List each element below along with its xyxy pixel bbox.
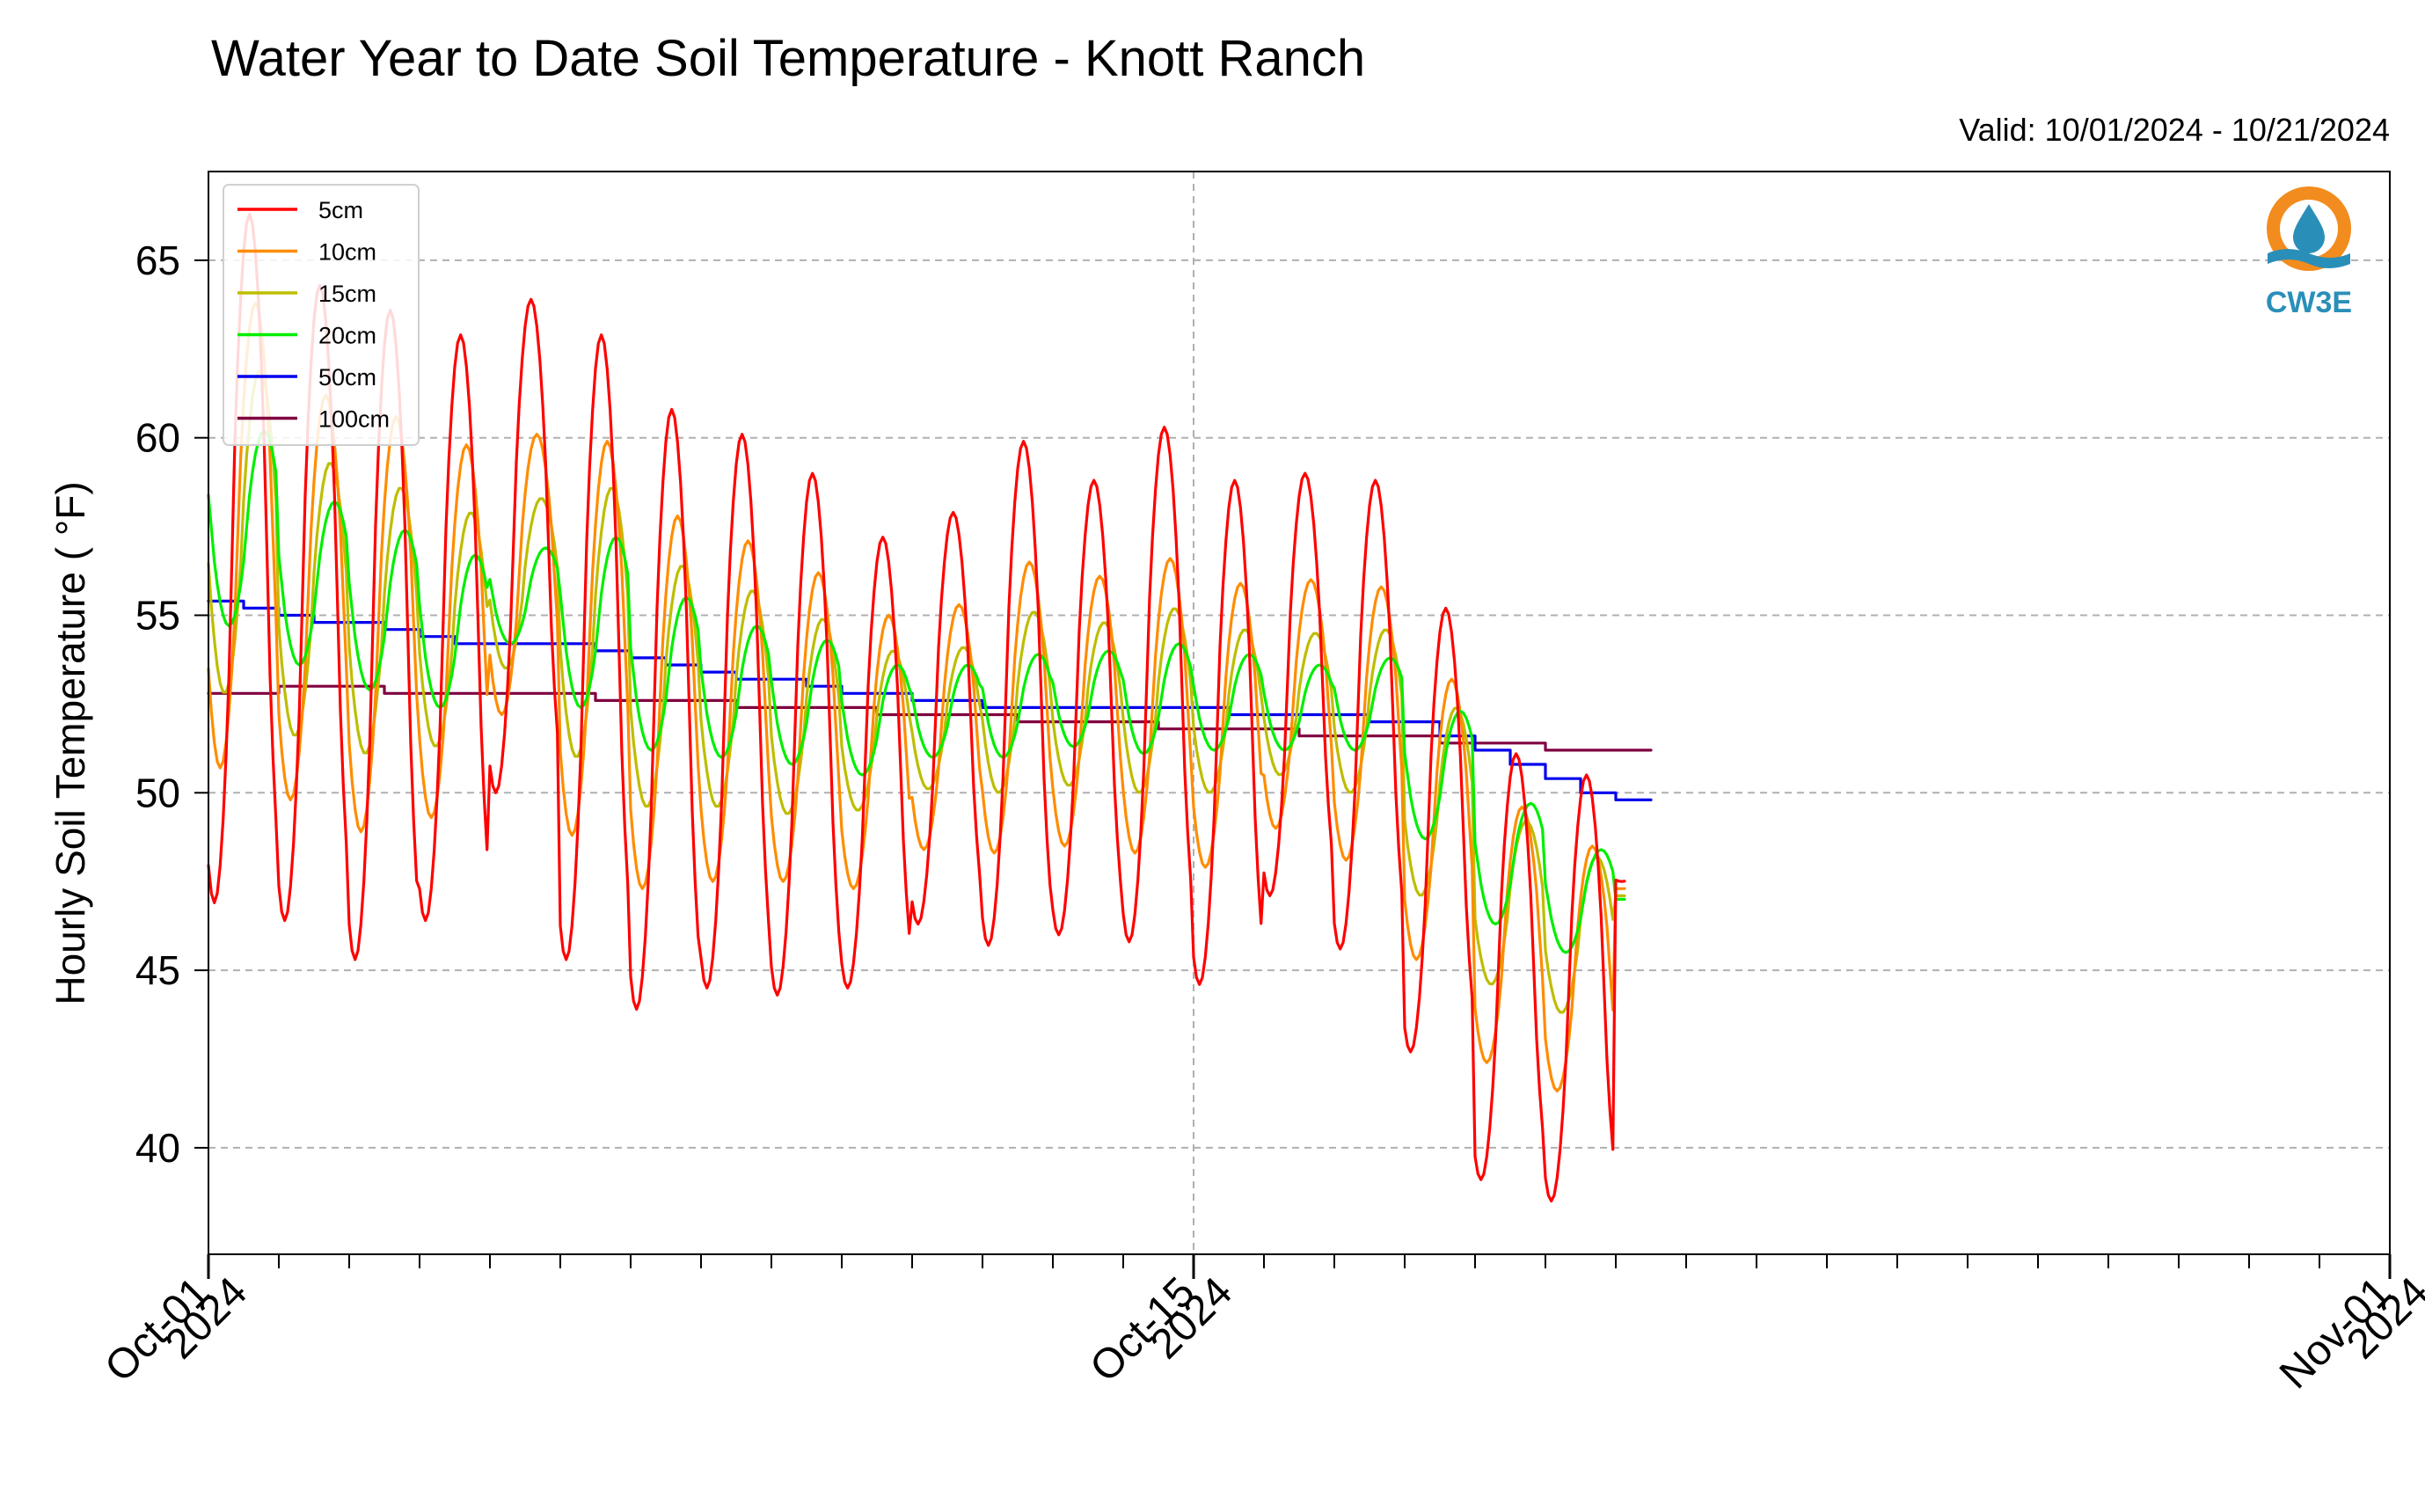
legend-label-5cm: 5cm [318, 197, 363, 223]
cw3e-logo: CW3E [2266, 186, 2352, 319]
legend-label-50cm: 50cm [318, 364, 376, 391]
valid-range: Valid: 10/01/2024 - 10/21/2024 [1959, 112, 2390, 148]
legend-label-20cm: 20cm [318, 323, 376, 349]
axes [194, 171, 2392, 1279]
legend-label-15cm: 15cm [318, 281, 376, 307]
series-line-15cm [207, 369, 1626, 1014]
series-line-5cm [207, 212, 1626, 1203]
plot-frame [208, 171, 2391, 1255]
series-line-10cm [207, 301, 1626, 1092]
logo-waves [2268, 249, 2350, 268]
y-tick-labels: 40 45 50 55 60 65 [135, 237, 180, 1171]
series-lines [207, 212, 1653, 1203]
y-axis-label: Hourly Soil Temperature ( °F) [47, 481, 93, 1004]
y-tick-label: 65 [135, 237, 180, 283]
y-tick-label: 45 [135, 947, 180, 993]
gridlines [208, 172, 2391, 1254]
y-tick-label: 40 [135, 1125, 180, 1171]
y-tick-label: 50 [135, 770, 180, 815]
y-tick-label: 55 [135, 593, 180, 639]
y-tick-label: 60 [135, 415, 180, 461]
series-line-100cm [207, 684, 1653, 752]
legend-label-10cm: 10cm [318, 239, 376, 266]
series-line-20cm [207, 429, 1626, 954]
chart-title: Water Year to Date Soil Temperature - Kn… [211, 30, 1365, 87]
water-drop-icon [2293, 204, 2325, 253]
legend: 5cm 10cm 15cm 20cm 50cm 100cm [223, 184, 420, 446]
legend-label-100cm: 100cm [318, 406, 390, 433]
logo-text: CW3E [2266, 286, 2352, 319]
